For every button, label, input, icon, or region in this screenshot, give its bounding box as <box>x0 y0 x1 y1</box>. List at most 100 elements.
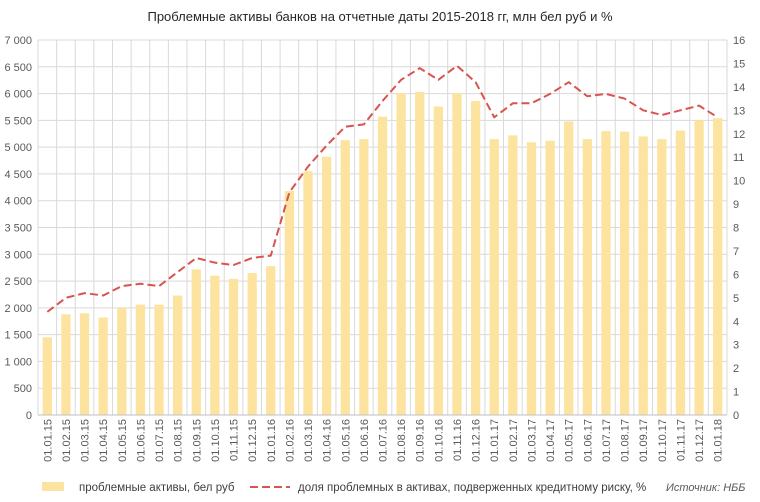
y-right-tick-label: 7 <box>733 246 739 258</box>
bar <box>61 314 71 415</box>
y-left-tick-label: 0 <box>26 410 32 422</box>
y-right-tick-label: 6 <box>733 269 739 281</box>
bar <box>508 135 518 415</box>
x-tick-label: 01.03.16 <box>303 419 315 462</box>
bar <box>266 266 276 415</box>
bar <box>619 131 630 415</box>
x-tick-label: 01.09.16 <box>415 419 427 462</box>
legend-label-line: доля проблемных в активах, подверженных … <box>298 482 646 494</box>
x-tick-label: 01.07.17 <box>601 419 613 462</box>
y-left-tick-label: 7 000 <box>4 35 32 47</box>
x-tick-label: 01.01.18 <box>713 419 725 462</box>
bar <box>675 130 686 416</box>
chart-title: Проблемные активы банков на отчетные дат… <box>147 9 612 24</box>
bar <box>340 140 350 415</box>
y-left-tick-label: 1 500 <box>4 330 32 342</box>
y-left-tick-label: 6 000 <box>4 89 32 101</box>
x-tick-label: 01.06.15 <box>135 419 147 462</box>
source-note: Источник: НББ <box>666 482 745 494</box>
x-tick-label: 01.11.16 <box>452 419 464 461</box>
y-right-tick-label: 11 <box>733 152 744 164</box>
x-tick-label: 01.02.16 <box>284 419 296 462</box>
y-axis-left: 0 500 1 000 1 500 2 000 2 500 3 000 3 500 4 000 4… <box>4 35 32 422</box>
y-right-tick-label: 3 <box>733 340 739 352</box>
y-right-tick-label: 9 <box>733 199 739 211</box>
y-right-tick-label: 4 <box>733 316 739 328</box>
x-tick-label: 01.06.17 <box>582 419 594 462</box>
x-tick-label: 01.07.15 <box>154 419 166 462</box>
bar <box>582 139 592 415</box>
y-left-tick-label: 5 500 <box>4 115 32 127</box>
bar <box>377 116 388 415</box>
x-tick-label: 01.02.17 <box>508 419 520 462</box>
x-tick-label: 01.01.15 <box>42 419 54 462</box>
bar <box>657 139 667 415</box>
bar <box>526 142 537 416</box>
bar <box>79 313 90 415</box>
y-right-tick-label: 8 <box>733 223 739 235</box>
x-tick-label: 01.05.17 <box>564 419 576 462</box>
bar <box>321 156 332 416</box>
bar <box>98 317 108 415</box>
bar <box>713 118 723 415</box>
x-tick-label: 01.02.15 <box>61 419 73 462</box>
y-left-tick-label: 2 500 <box>4 276 32 288</box>
y-left-tick-label: 3 000 <box>4 249 32 261</box>
legend: проблемные активы, бел руб доля проблемн… <box>42 482 745 494</box>
x-tick-label: 01.01.17 <box>489 419 501 462</box>
bar <box>545 140 555 415</box>
x-tick-label: 01.12.17 <box>694 419 706 462</box>
y-left-tick-label: 2 000 <box>4 303 32 315</box>
bar-series <box>42 91 723 416</box>
bar <box>284 191 295 415</box>
y-right-tick-label: 0 <box>733 410 739 422</box>
bar <box>564 121 574 415</box>
x-tick-label: 01.10.16 <box>433 419 445 462</box>
bar <box>638 136 648 415</box>
bar <box>452 93 462 416</box>
line-series <box>46 64 719 313</box>
x-tick-label: 01.08.17 <box>620 419 632 462</box>
y-left-tick-label: 5 000 <box>4 142 32 154</box>
y-right-tick-label: 12 <box>733 129 745 141</box>
bar <box>415 91 425 415</box>
bar <box>135 304 146 415</box>
bar <box>154 304 164 415</box>
x-axis: 01.01.15 01.02.15 01.03.15 01.04.15 01.05.15… <box>38 414 727 462</box>
y-left-tick-label: 3 500 <box>4 223 32 235</box>
bar <box>42 337 52 415</box>
gridlines <box>37 39 728 416</box>
x-tick-label: 01.09.17 <box>638 419 650 462</box>
y-right-tick-label: 2 <box>733 363 739 375</box>
bar <box>489 139 499 415</box>
x-tick-label: 01.12.16 <box>471 419 483 462</box>
x-tick-label: 01.06.16 <box>359 419 371 462</box>
x-tick-label: 01.03.17 <box>526 419 538 462</box>
x-tick-label: 01.07.16 <box>378 419 390 462</box>
legend-label-bars: проблемные активы, бел руб <box>79 482 235 494</box>
x-tick-label: 01.10.17 <box>657 419 669 462</box>
x-tick-label: 01.04.16 <box>322 419 334 462</box>
line-series-path <box>46 64 719 313</box>
y-left-tick-label: 6 500 <box>4 62 32 74</box>
bar <box>359 139 369 415</box>
bar <box>117 307 127 415</box>
y-right-tick-label: 14 <box>733 82 745 94</box>
y-right-tick-label: 13 <box>733 105 745 117</box>
bar <box>191 269 201 415</box>
y-right-tick-label: 5 <box>733 293 739 305</box>
x-tick-label: 01.05.16 <box>340 419 352 462</box>
x-tick-label: 01.12.15 <box>247 419 259 462</box>
y-right-tick-label: 10 <box>733 176 745 188</box>
bar <box>173 295 183 415</box>
bar <box>694 120 704 415</box>
legend-swatch-bars <box>42 482 64 491</box>
y-right-tick-label: 16 <box>733 35 745 47</box>
bar <box>303 171 313 415</box>
y-right-tick-label: 15 <box>733 58 745 70</box>
x-tick-label: 01.04.17 <box>545 419 557 462</box>
x-tick-label: 01.05.15 <box>117 419 129 462</box>
